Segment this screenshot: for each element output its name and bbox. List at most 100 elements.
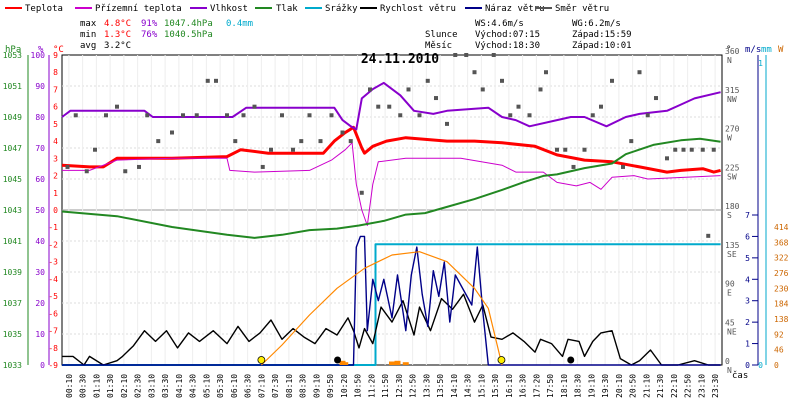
direction-axis-label: ° <box>726 45 731 55</box>
wind-direction-point <box>434 96 438 101</box>
legend-item-wind-speed: Rychlost větru <box>360 4 456 14</box>
x-tick-label: 19:10 <box>587 374 596 398</box>
wind-direction-point <box>84 169 89 174</box>
wind-direction-point <box>73 113 78 118</box>
hpa-tick-label: 1043 <box>3 206 22 215</box>
celsius-tick-label: 3 <box>53 154 58 163</box>
mm-tick-label: 0 <box>758 361 763 370</box>
ms-tick-label: 1 <box>745 340 750 349</box>
compass-label: SE <box>727 250 737 259</box>
percent-tick-label: 40 <box>35 237 45 246</box>
legend-label: Srážky <box>325 4 358 14</box>
x-tick-label: 14:30 <box>464 374 473 398</box>
legend-item-temperature: Teplota <box>5 4 63 14</box>
x-tick-label: 06:30 <box>244 374 253 398</box>
stats-rain-max: 0.4mm <box>226 19 253 29</box>
wind-direction-point <box>571 164 576 169</box>
wind-direction-point <box>629 139 634 144</box>
wm2-tick-label: 276 <box>774 269 789 278</box>
wind-direction-point <box>225 113 229 118</box>
percent-tick-label: 30 <box>35 268 45 277</box>
celsius-tick-label: 2 <box>53 172 58 181</box>
hpa-tick-label: 1051 <box>3 82 22 91</box>
legend-item-wind-direction: Směr větru <box>535 4 609 14</box>
legend-item-rain: Srážky <box>305 4 358 14</box>
x-tick-label: 08:30 <box>299 374 308 398</box>
stats-row-label-avg: avg <box>80 41 96 51</box>
celsius-tick-label: 9 <box>53 51 58 60</box>
series-line-7 <box>260 251 503 366</box>
direction-tick-label: 270 <box>725 125 740 134</box>
legend-label: Náraz větru <box>485 4 545 14</box>
legend-label: Přízemní teplota <box>95 4 182 14</box>
wind-direction-point <box>610 78 614 83</box>
direction-tick-label: 135 <box>725 241 740 250</box>
x-tick-label: 04:10 <box>175 374 184 398</box>
x-tick-label: 12:50 <box>409 374 418 398</box>
percent-tick-label: 50 <box>35 206 45 215</box>
ms-axis-label: m/s <box>745 45 761 55</box>
moonrise-marker <box>567 356 575 364</box>
x-tick-label: 23:30 <box>711 374 720 398</box>
wm2-axis-label: W <box>778 45 784 55</box>
wind-direction-point <box>706 233 711 238</box>
wind-direction-point <box>563 147 568 152</box>
wind-direction-point <box>500 78 504 83</box>
hpa-tick-label: 1039 <box>3 268 22 277</box>
wm2-tick-label: 0 <box>774 361 779 370</box>
compass-label: NE <box>727 327 737 336</box>
wind-direction-point <box>645 113 650 118</box>
x-tick-label: 19:30 <box>601 374 610 398</box>
x-tick-label: 21:30 <box>656 374 665 398</box>
x-tick-label: 18:10 <box>560 374 569 398</box>
x-tick-label: 06:10 <box>230 374 239 398</box>
x-tick-label: 03:10 <box>147 374 156 398</box>
compass-label: NW <box>727 95 737 104</box>
hpa-tick-label: 1049 <box>3 113 22 122</box>
celsius-tick-label: 7 <box>53 85 58 94</box>
sunset-marker <box>497 356 506 364</box>
wind-direction-point <box>137 164 141 169</box>
stats-humidity-min: 76% <box>141 30 158 40</box>
x-tick-label: 17:20 <box>532 374 541 398</box>
x-tick-label: 00:30 <box>79 374 88 398</box>
stats-temp-min: 1.3°C <box>104 30 131 40</box>
x-tick-label: 13:50 <box>436 374 445 398</box>
wind-direction-point <box>491 53 496 57</box>
x-tick-label: 10:50 <box>354 374 363 398</box>
compass-label: SW <box>727 172 737 181</box>
sun-wind-info: WS:4.6m/s WG:6.2m/s Slunce Východ:07:15 … <box>425 19 632 51</box>
wind-direction-point <box>93 147 97 152</box>
compass-label: E <box>727 289 732 298</box>
wind-direction-point <box>516 104 521 109</box>
x-tick-label: 21:10 <box>642 374 651 398</box>
celsius-tick-label: 6 <box>53 103 58 112</box>
wind-direction-point <box>145 113 150 118</box>
x-tick-label: 09:10 <box>312 374 321 398</box>
wind-direction-point <box>637 70 642 75</box>
hpa-tick-label: 1045 <box>3 175 22 184</box>
wind-direction-point <box>181 113 185 118</box>
wind-direction-point <box>665 156 669 161</box>
percent-tick-label: 60 <box>35 175 45 184</box>
wm2-tick-label: 414 <box>774 223 789 232</box>
wind-direction-point <box>65 164 70 169</box>
wind-direction-point <box>194 113 199 118</box>
wind-direction-point <box>260 164 265 169</box>
direction-tick-label: 45 <box>725 318 735 327</box>
wind-direction-point <box>673 147 678 152</box>
legend-item-ground-temperature: Přízemní teplota <box>75 4 182 14</box>
rain-bar <box>342 362 349 365</box>
rain-bar <box>394 360 401 365</box>
x-tick-label: 00:10 <box>65 374 74 398</box>
celsius-tick-label: -1 <box>48 223 58 232</box>
series-line-5 <box>62 293 721 366</box>
x-tick-label: 22:50 <box>684 374 693 398</box>
x-tick-label: 13:30 <box>422 374 431 398</box>
wind-direction-point <box>104 113 108 118</box>
celsius-tick-label: -6 <box>48 309 58 318</box>
wm2-tick-label: 46 <box>774 346 784 355</box>
wind-direction-point <box>621 164 625 169</box>
wind-direction-point <box>453 53 458 57</box>
